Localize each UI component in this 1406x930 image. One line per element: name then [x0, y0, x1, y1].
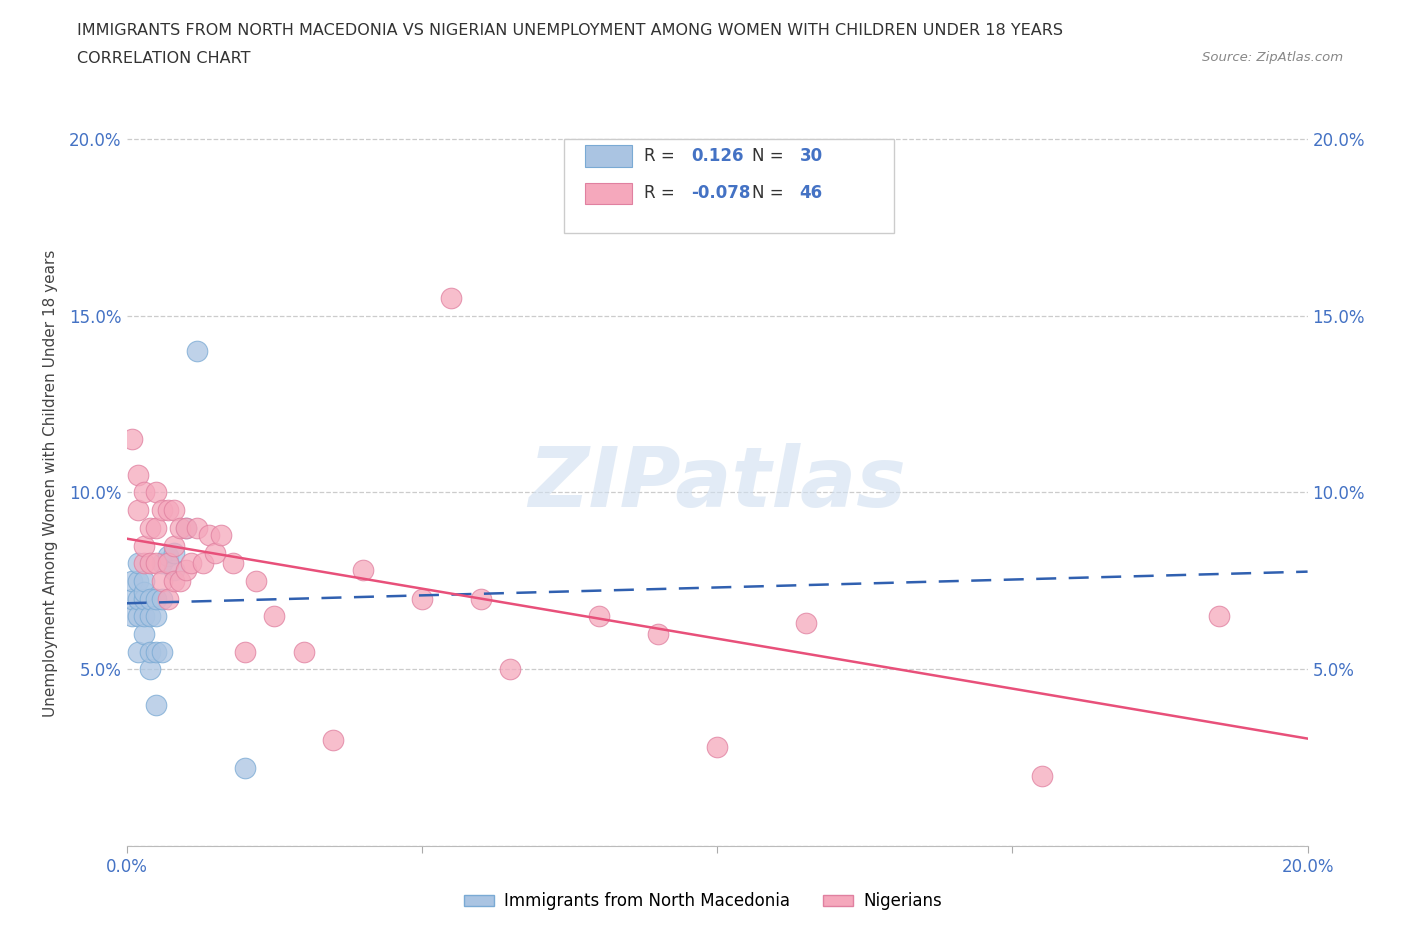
Point [145, 591, 167, 606]
Point [139, 521, 162, 536]
Point [588, 609, 610, 624]
Point [180, 556, 202, 571]
Point [169, 574, 191, 589]
Point [706, 739, 728, 754]
Point [292, 644, 315, 659]
Point [127, 609, 149, 624]
Point [156, 591, 179, 606]
Point [150, 556, 173, 571]
Point [145, 521, 167, 536]
Point [139, 591, 162, 606]
Point [263, 609, 285, 624]
Point [127, 503, 149, 518]
Point [1031, 768, 1053, 783]
Point [209, 527, 232, 542]
Point [163, 574, 186, 589]
FancyBboxPatch shape [564, 139, 894, 233]
Point [163, 503, 186, 518]
Point [145, 698, 167, 712]
Point [127, 591, 149, 606]
Text: CORRELATION CHART: CORRELATION CHART [77, 51, 250, 66]
Y-axis label: Unemployment Among Women with Children Under 18 years: Unemployment Among Women with Children U… [44, 250, 58, 717]
Point [174, 563, 197, 578]
Point [139, 556, 162, 571]
Point [127, 467, 149, 482]
Point [204, 545, 226, 560]
Point [127, 574, 149, 589]
Point [174, 521, 197, 536]
Text: 30: 30 [800, 147, 823, 165]
Text: R =: R = [644, 184, 681, 203]
Point [186, 521, 208, 536]
Point [169, 521, 191, 536]
Point [139, 644, 162, 659]
Point [647, 627, 669, 642]
Point [198, 527, 221, 542]
Point [186, 343, 208, 358]
Point [150, 574, 173, 589]
Point [145, 609, 167, 624]
Point [121, 432, 143, 446]
Point [174, 521, 197, 536]
Point [121, 574, 143, 589]
Point [150, 591, 173, 606]
Point [233, 644, 256, 659]
Point [352, 563, 374, 578]
Point [127, 644, 149, 659]
Text: 0.126: 0.126 [692, 147, 744, 165]
Text: Source: ZipAtlas.com: Source: ZipAtlas.com [1202, 51, 1343, 64]
Point [499, 662, 522, 677]
Point [193, 556, 215, 571]
Point [156, 549, 179, 564]
Point [163, 563, 186, 578]
Point [163, 538, 186, 553]
FancyBboxPatch shape [585, 182, 633, 205]
Text: -0.078: -0.078 [692, 184, 751, 203]
Point [134, 627, 156, 642]
Point [470, 591, 492, 606]
Text: 46: 46 [800, 184, 823, 203]
Point [245, 574, 267, 589]
Point [145, 485, 167, 500]
Point [134, 609, 156, 624]
Point [411, 591, 433, 606]
Point [233, 761, 256, 776]
Point [794, 616, 817, 631]
Text: R =: R = [644, 147, 681, 165]
Point [156, 503, 179, 518]
Text: ZIPatlas: ZIPatlas [529, 443, 905, 525]
Legend: Immigrants from North Macedonia, Nigerians: Immigrants from North Macedonia, Nigeria… [457, 885, 949, 917]
Point [156, 556, 179, 571]
Point [150, 503, 173, 518]
Point [134, 574, 156, 589]
Point [145, 644, 167, 659]
Point [134, 485, 156, 500]
Point [121, 609, 143, 624]
Point [139, 609, 162, 624]
Text: IMMIGRANTS FROM NORTH MACEDONIA VS NIGERIAN UNEMPLOYMENT AMONG WOMEN WITH CHILDR: IMMIGRANTS FROM NORTH MACEDONIA VS NIGER… [77, 23, 1063, 38]
Point [121, 591, 143, 606]
Point [134, 584, 156, 599]
Point [1208, 609, 1230, 624]
Point [322, 733, 344, 748]
Point [163, 545, 186, 560]
FancyBboxPatch shape [585, 145, 633, 166]
Point [150, 644, 173, 659]
Point [145, 556, 167, 571]
Text: N =: N = [752, 147, 789, 165]
Point [134, 591, 156, 606]
Point [134, 538, 156, 553]
Point [139, 662, 162, 677]
Text: N =: N = [752, 184, 789, 203]
Point [134, 556, 156, 571]
Point [440, 290, 463, 305]
Point [127, 556, 149, 571]
Point [222, 556, 245, 571]
